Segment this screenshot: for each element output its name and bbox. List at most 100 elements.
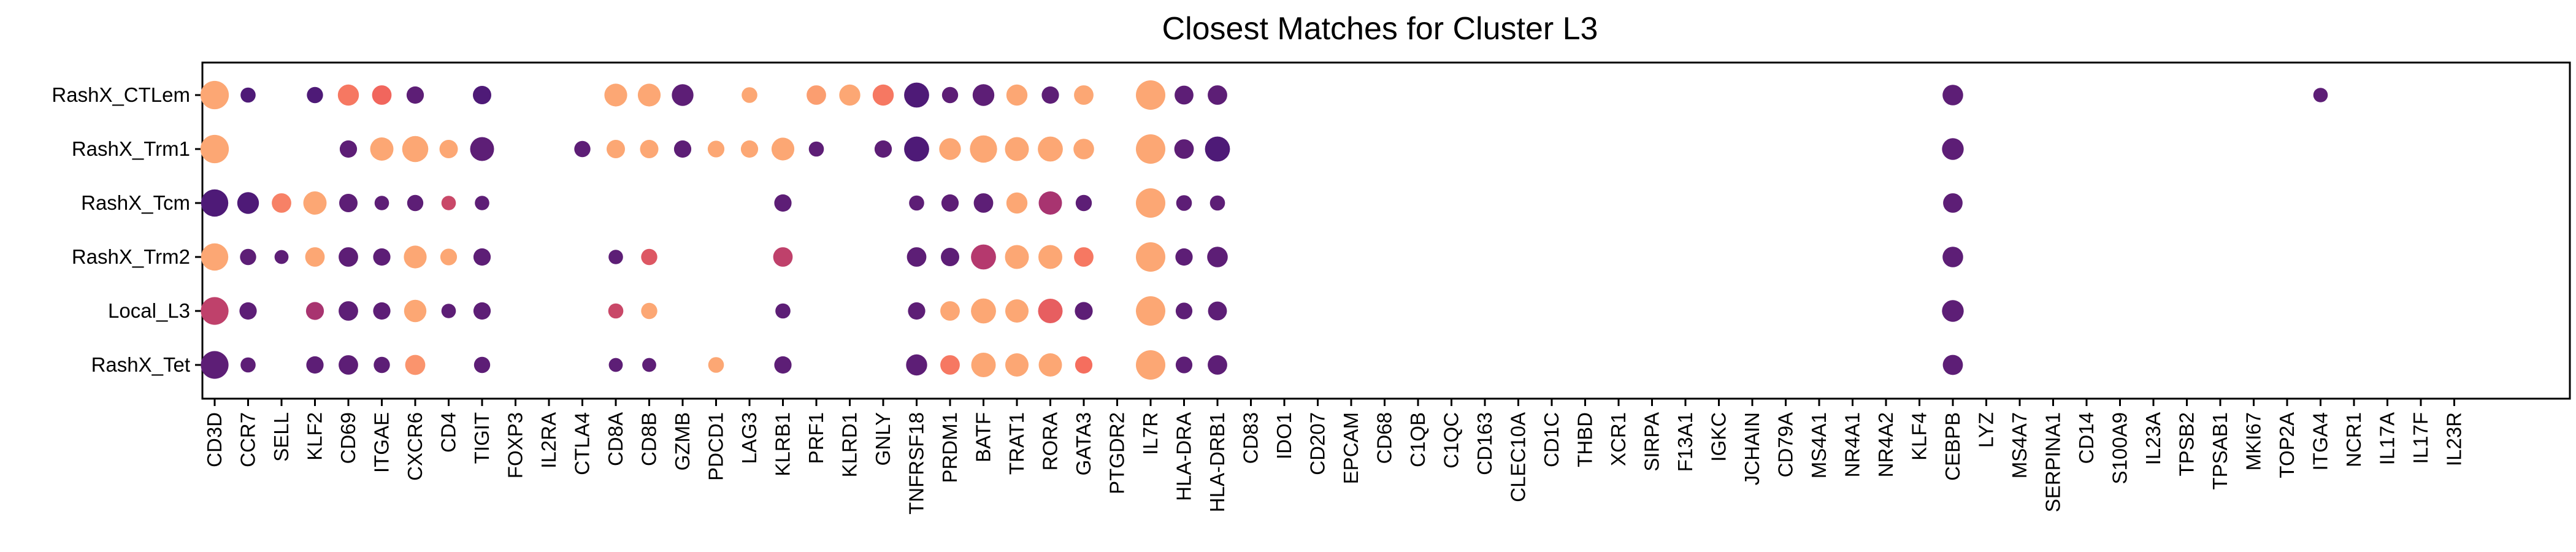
dot-RashX_Tet-CD8A <box>608 358 623 372</box>
x-tick-label: PRF1 <box>805 412 827 464</box>
dot-RashX_CTLem-TRAT1 <box>1006 84 1028 106</box>
dot-RashX_Tcm-CD69 <box>339 194 358 212</box>
x-tick-label: IL2RA <box>537 412 560 469</box>
dot-RashX_CTLem-GNLY <box>872 84 894 106</box>
dot-RashX_Tet-IL7R <box>1136 350 1165 380</box>
dot-RashX_CTLem-KLF2 <box>307 86 323 104</box>
x-tick-label: CCR7 <box>237 412 259 467</box>
x-tick-label: NR4A1 <box>1841 412 1864 477</box>
x-tick-label: CLEC10A <box>1507 412 1530 502</box>
x-axis: CD3D CCR7 SELL KLF2 CD69 ITGAE CXCR6 CD4 TIGIT FO… <box>203 399 2466 515</box>
dot-Local_L3-GATA3 <box>1075 302 1093 320</box>
x-tick-label: NCR1 <box>2342 412 2365 467</box>
x-tick-label: SELL <box>270 412 293 462</box>
dot-RashX_Trm2-ITGAE <box>373 248 391 266</box>
dot-RashX_Tcm-HLA-DRA <box>1176 195 1192 211</box>
x-tick-label: TOP2A <box>2275 412 2298 478</box>
dot-Local_L3-PRDM1 <box>940 301 960 321</box>
dot-RashX_CTLem-IL7R <box>1136 80 1165 110</box>
dot-RashX_Tet-PRDM1 <box>940 355 960 375</box>
x-tick-label: SERPINA1 <box>2042 412 2064 512</box>
dot-RashX_Trm1-BATF <box>970 135 997 163</box>
dot-RashX_Trm2-CD69 <box>339 247 358 267</box>
x-tick-label: NR4A2 <box>1874 412 1897 477</box>
dot-RashX_Tcm-KLRB1 <box>774 194 792 212</box>
dot-Local_L3-TNFRSF18 <box>908 302 926 320</box>
dot-RashX_Tcm-PRDM1 <box>941 194 959 212</box>
dot-RashX_CTLem-ITGAE <box>372 85 392 105</box>
dot-RashX_Trm2-GATA3 <box>1074 247 1094 267</box>
x-tick-label: KLF2 <box>304 412 326 461</box>
x-tick-label: C1QC <box>1440 412 1463 469</box>
dot-RashX_CTLem-CEBPB <box>1942 85 1963 105</box>
x-tick-label: TPSAB1 <box>2209 412 2231 490</box>
dot-RashX_Trm2-BATF <box>971 244 996 270</box>
x-tick-label: CD79A <box>1774 412 1797 477</box>
dot-RashX_Tcm-BATF <box>973 193 994 213</box>
dot-RashX_Tcm-HLA-DRB1 <box>1209 195 1225 211</box>
dot-RashX_Trm2-CXCR6 <box>404 245 427 269</box>
x-tick-label: F13A1 <box>1674 412 1696 472</box>
dot-RashX_CTLem-PRF1 <box>807 85 826 105</box>
x-tick-label: CD3D <box>203 412 226 467</box>
y-tick-label: RashX_Tcm <box>81 191 190 214</box>
dot-RashX_Tet-KLF2 <box>306 356 324 374</box>
dot-Local_L3-RORA <box>1038 299 1063 323</box>
x-tick-label: IDO1 <box>1273 412 1295 459</box>
dot-RashX_CTLem-CD69 <box>337 84 359 106</box>
dot-RashX_Trm2-TIGIT <box>473 248 491 266</box>
chart-title: Closest Matches for Cluster L3 <box>1162 11 1598 47</box>
dot-RashX_Tcm-TRAT1 <box>1006 192 1028 214</box>
dot-RashX_Trm2-CD3D <box>201 243 229 271</box>
dot-Local_L3-CCR7 <box>239 302 257 320</box>
dot-RashX_Tcm-CEBPB <box>1943 193 1963 213</box>
dot-RashX_Tcm-SELL <box>272 193 291 213</box>
dot-RashX_Trm1-TIGIT <box>470 137 494 161</box>
dot-RashX_Trm2-HLA-DRB1 <box>1207 247 1228 267</box>
dot-Local_L3-BATF <box>971 298 996 324</box>
dot-RashX_Tet-KLRB1 <box>774 356 792 374</box>
dot-RashX_Tcm-KLF2 <box>303 191 327 215</box>
dot-RashX_Tcm-CD3D <box>201 189 229 217</box>
x-tick-label: CD163 <box>1473 412 1496 475</box>
dot-RashX_Trm1-GZMB <box>673 140 692 158</box>
x-tick-label: TNFRSF18 <box>905 412 928 515</box>
x-tick-label: IL23A <box>2142 412 2164 465</box>
dot-RashX_Tcm-GATA3 <box>1075 194 1092 212</box>
dot-Local_L3-CD8B <box>641 302 657 320</box>
dot-RashX_Trm2-CCR7 <box>240 248 256 266</box>
dot-RashX_Trm2-CD8A <box>608 250 623 264</box>
x-tick-label: RORA <box>1039 412 1062 470</box>
dot-RashX_Trm1-TNFRSF18 <box>904 136 929 162</box>
x-tick-label: EPCAM <box>1340 412 1362 484</box>
dot-RashX_CTLem-TIGIT <box>473 86 491 104</box>
x-tick-label: CD8B <box>638 412 661 466</box>
x-tick-label: IGKC <box>1708 412 1730 462</box>
dot-RashX_Tcm-RORA <box>1038 191 1062 215</box>
dot-Local_L3-KLRB1 <box>775 303 791 319</box>
x-tick-label: TPSB2 <box>2175 412 2198 477</box>
x-tick-label: PRDM1 <box>938 412 961 483</box>
x-tick-label: JCHAIN <box>1741 412 1763 485</box>
dot-RashX_Tet-CD8B <box>642 358 656 372</box>
dot-RashX_Trm2-IL7R <box>1136 242 1165 272</box>
dot-RashX_CTLem-CD3D <box>200 80 229 110</box>
plot-frame <box>201 61 2571 400</box>
dot-Local_L3-HLA-DRB1 <box>1208 301 1227 321</box>
x-tick-label: LAG3 <box>738 412 761 464</box>
x-tick-label: CD8A <box>604 412 627 466</box>
x-tick-label: MS4A1 <box>1807 412 1830 478</box>
dot-RashX_CTLem-TNFRSF18 <box>904 82 929 108</box>
x-tick-label: LYZ <box>1975 412 1998 448</box>
x-tick-label: S100A9 <box>2109 412 2131 484</box>
dot-Local_L3-IL7R <box>1136 296 1165 326</box>
x-tick-label: GZMB <box>671 412 694 470</box>
dot-RashX_Trm1-KLRB1 <box>771 137 795 161</box>
dot-Local_L3-CD3D <box>201 297 229 325</box>
dot-RashX_Trm1-LAG3 <box>740 140 759 158</box>
dot-RashX_Tcm-TIGIT <box>475 196 489 210</box>
dot-RashX_Trm1-CD69 <box>339 140 358 158</box>
x-tick-label: CD68 <box>1373 412 1396 464</box>
dot-RashX_Tet-TIGIT <box>473 356 491 374</box>
dot-RashX_Tet-CEBPB <box>1942 355 1963 375</box>
